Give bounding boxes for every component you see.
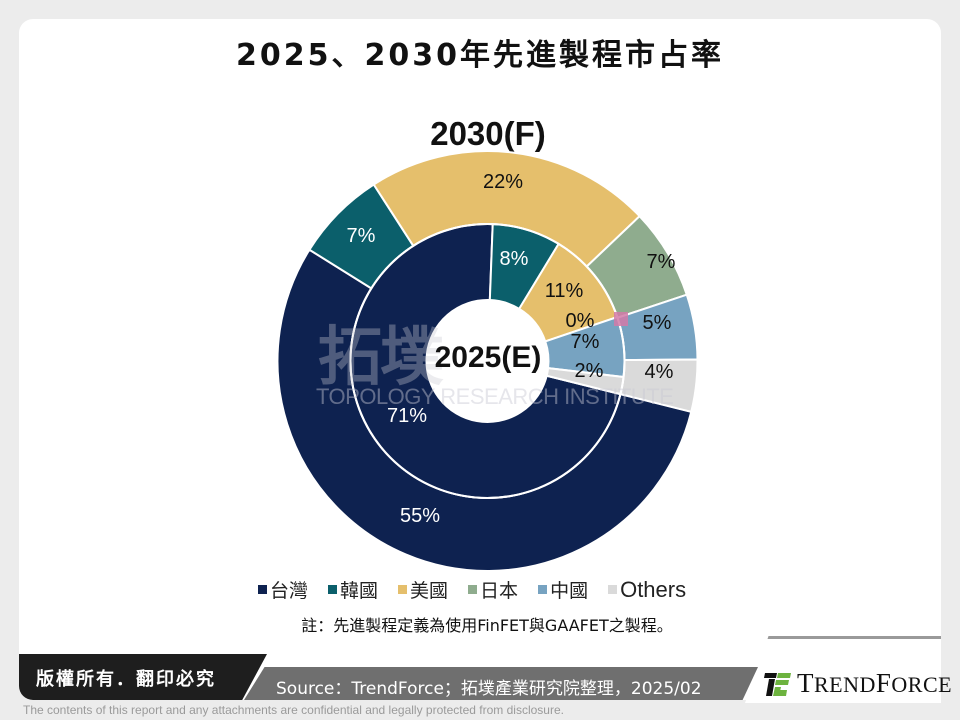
copyright-text: 版權所有．翻印必究 — [36, 669, 216, 690]
legend-swatch — [608, 585, 618, 594]
legend-item: 美國 — [398, 576, 448, 603]
legend-swatch — [258, 585, 267, 594]
legend-item: 台灣 — [258, 576, 308, 603]
donut-hole — [426, 300, 549, 422]
trendforce-logo-text: TRENDFORCE — [797, 668, 953, 698]
inner-ring-title: 2025(E) — [434, 341, 542, 374]
legend-item: 日本 — [468, 576, 518, 603]
trendforce-logo-icon — [764, 672, 791, 696]
legend-item: 韓國 — [328, 576, 378, 603]
inner-label-5: 2% — [575, 360, 604, 382]
legend-item: 中國 — [538, 576, 588, 603]
legend-swatch — [538, 585, 548, 594]
inner-label-0: 71% — [387, 405, 427, 427]
outer-ring-title: 2030(F) — [430, 115, 546, 152]
legend-label: 中國 — [550, 580, 589, 602]
trendforce-logo: TRENDFORCE — [763, 668, 952, 699]
legend-swatch — [328, 585, 338, 594]
outer-label-4: 5% — [643, 312, 672, 334]
outer-label-2: 22% — [483, 171, 523, 193]
legend-label: 韓國 — [340, 580, 379, 602]
legend-label: Others — [620, 576, 687, 602]
chart-legend: 台灣 韓國 美國 日本 中國 Others — [258, 576, 706, 603]
chart-title: 2025、2030年先進製程市占率 — [236, 38, 724, 73]
legend-label: 日本 — [480, 580, 519, 602]
disclaimer: The contents of this report and any atta… — [23, 703, 564, 717]
outer-label-0: 55% — [400, 505, 440, 527]
marker-square — [614, 312, 628, 326]
source-text: Source：TrendForce；拓墣產業研究院整理，2025/02 — [276, 679, 702, 699]
footnote: 註：先進製程定義為使用FinFET與GAAFET之製程。 — [301, 616, 673, 635]
legend-label: 美國 — [410, 580, 449, 602]
outer-label-3: 7% — [647, 251, 676, 273]
legend-swatch — [468, 585, 478, 594]
legend-swatch — [398, 585, 408, 594]
legend-label: 台灣 — [270, 580, 309, 602]
outer-label-5: 4% — [645, 361, 674, 383]
inner-label-4: 7% — [571, 331, 600, 353]
outer-label-1: 7% — [347, 225, 376, 247]
copyright-bar: 版權所有．翻印必究 — [19, 654, 267, 700]
inner-label-2: 11% — [545, 280, 584, 302]
source-bar: Source：TrendForce；拓墣產業研究院整理，2025/02 — [244, 667, 758, 700]
legend-item: Others — [608, 577, 686, 603]
inner-label-3: 0% — [566, 310, 595, 332]
inner-label-1: 8% — [500, 248, 529, 270]
